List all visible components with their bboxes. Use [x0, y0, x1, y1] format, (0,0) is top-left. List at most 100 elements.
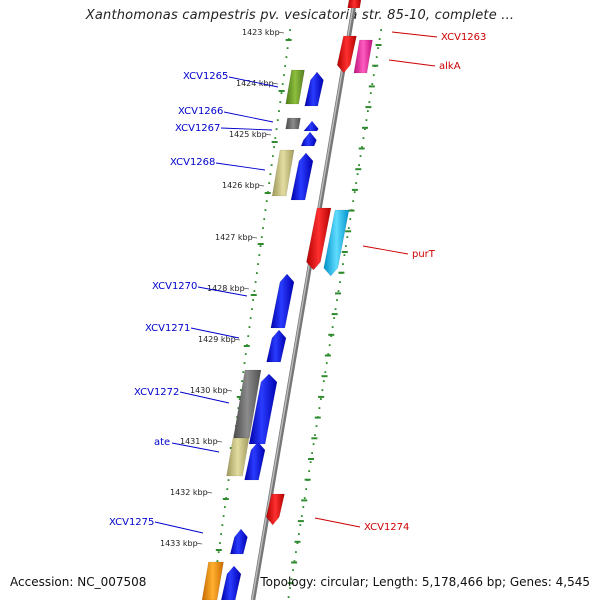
kbp-tick-label: 1429 kbp — [198, 335, 236, 344]
gene-shape-xcv1265[interactable] — [285, 69, 305, 105]
gene-leader-line — [215, 162, 266, 171]
ruler-dot — [278, 110, 280, 112]
ruler-dash — [351, 188, 358, 191]
ruler-dot — [349, 218, 352, 220]
gene-label-ate[interactable]: ate — [154, 437, 170, 448]
ruler-dash — [362, 126, 369, 129]
gene-shape-xcv1272b[interactable] — [248, 373, 278, 445]
gene-leader-line — [223, 111, 274, 123]
ruler-dot — [269, 173, 272, 175]
gene-label-xcv1272[interactable]: XCV1272 — [134, 387, 179, 398]
gene-label-xcv1275[interactable]: XCV1275 — [109, 517, 154, 528]
ruler-dot — [237, 407, 240, 409]
ruler-dot — [257, 263, 259, 265]
ruler-dot — [361, 146, 363, 148]
kbp-tick-label: 1432 kbp — [170, 488, 208, 497]
gene-label-xcv1266[interactable]: XCV1266 — [178, 106, 223, 117]
gene-shape-xcv1274[interactable] — [265, 493, 285, 526]
ruler-dash — [297, 520, 304, 523]
gene-shape-xcv1268b[interactable] — [290, 152, 314, 201]
kbp-tick-mark — [225, 389, 233, 392]
gene-shape-xcv1275[interactable] — [229, 528, 248, 555]
ruler-dot — [325, 362, 328, 364]
gene-layer[interactable] — [201, 0, 373, 600]
gene-shape-xcv1268[interactable] — [271, 149, 295, 197]
ruler-dot — [238, 398, 241, 400]
ruler-dot — [239, 389, 242, 391]
ruler-dot — [290, 578, 293, 580]
ruler-dash — [311, 437, 318, 440]
gene-shape-xcv1263[interactable] — [336, 35, 357, 74]
gene-label-purt[interactable]: purT — [412, 249, 436, 260]
gene-label-alka[interactable]: alkA — [439, 61, 461, 72]
ruler-dot — [216, 560, 219, 562]
ruler-dot — [378, 38, 381, 40]
gene-shape-xcv1271[interactable] — [266, 329, 287, 363]
ruler-dash — [278, 90, 285, 92]
ruler-dot — [331, 326, 334, 328]
gene-shape-xcv1265b[interactable] — [304, 71, 324, 107]
ruler-dash — [236, 396, 243, 398]
ruler-dot — [247, 335, 250, 337]
gene-shape-top-red[interactable] — [347, 0, 362, 9]
gene-label-xcv1270[interactable]: XCV1270 — [152, 281, 197, 292]
gene-shape-purt[interactable] — [306, 207, 332, 271]
gene-label-xcv1267[interactable]: XCV1267 — [175, 123, 220, 134]
gene-label-layer[interactable]: XCV1263 alkA XCV1265 XCV1266 XCV1267 XCV1268 p… — [109, 31, 486, 534]
gene-leader-line — [179, 391, 230, 404]
gene-leader-line — [388, 59, 436, 67]
gene-shape-ateb[interactable] — [244, 441, 266, 481]
ruler-dot — [270, 164, 273, 166]
ruler-dash — [304, 478, 311, 481]
ruler-dot — [260, 236, 263, 238]
ruler-dot — [252, 299, 255, 301]
ruler-dot — [315, 425, 318, 427]
ruler-dash — [264, 192, 271, 194]
gene-shape-purtb[interactable] — [323, 209, 350, 277]
gene-label-xcv1265[interactable]: XCV1265 — [183, 71, 228, 82]
ruler-dot — [265, 200, 268, 202]
ruler-dot — [283, 74, 285, 76]
gene-label-xcv1271[interactable]: XCV1271 — [145, 323, 190, 334]
gene-shape-ate[interactable] — [226, 437, 250, 477]
ruler-dash — [294, 540, 301, 543]
gene-shape-alka[interactable] — [353, 39, 373, 74]
ruler-dot — [321, 389, 324, 391]
ruler-dot — [289, 29, 291, 31]
ruler-dot — [258, 254, 261, 256]
gene-shape-xcv1267[interactable] — [300, 131, 317, 147]
gene-shape-bot-blue[interactable] — [220, 565, 242, 600]
ruler-dot — [244, 353, 247, 355]
backbone-layer — [250, 0, 358, 600]
gene-label-xcv1268[interactable]: XCV1268 — [170, 157, 215, 168]
ruler-dot — [342, 263, 344, 265]
gene-shape-xcv1266b[interactable] — [303, 120, 319, 132]
gene-label-xcv1274[interactable]: XCV1274 — [364, 522, 409, 533]
ruler-dot — [280, 92, 283, 94]
gene-label-xcv1263[interactable]: XCV1263 — [441, 32, 486, 43]
ruler-dash — [368, 85, 375, 88]
ruler-dot — [358, 164, 360, 166]
gene-shape-bot-orange[interactable] — [201, 561, 224, 600]
ruler-dash — [301, 499, 308, 502]
ruler-dot — [305, 488, 308, 490]
gene-shape-xcv1272[interactable] — [233, 369, 262, 439]
ruler-dash — [355, 168, 362, 171]
gene-leader-line — [154, 521, 204, 534]
kbp-tick-label: 1433 kbp — [160, 539, 198, 548]
ruler-dot — [249, 317, 252, 319]
ruler-dot — [309, 461, 312, 463]
ruler-dash — [375, 44, 382, 46]
kbp-tick-mark — [205, 491, 213, 494]
ruler-dot — [364, 128, 366, 130]
ruler-dot — [253, 290, 256, 292]
ruler-dot — [276, 119, 279, 121]
gene-shape-xcv1266[interactable] — [285, 117, 301, 130]
kbp-tick-label: 1424 kbp — [236, 79, 274, 88]
ruler-dot — [300, 515, 303, 517]
ruler-dot — [289, 587, 291, 589]
ruler-dash — [348, 209, 355, 212]
gene-shape-xcv1270[interactable] — [270, 273, 295, 329]
ruler-dot — [319, 398, 322, 400]
